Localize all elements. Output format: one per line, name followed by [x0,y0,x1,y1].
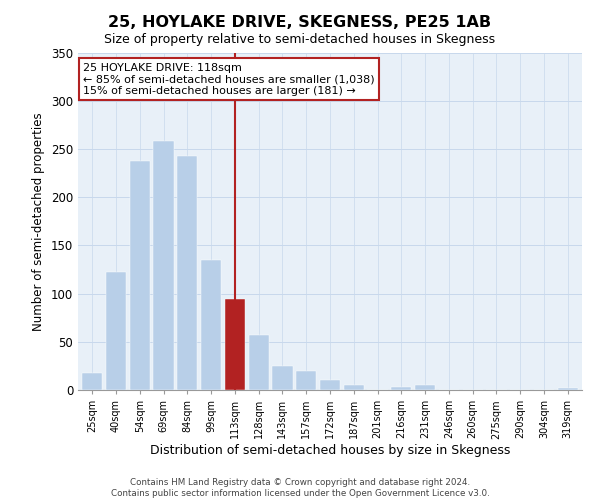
Text: 25, HOYLAKE DRIVE, SKEGNESS, PE25 1AB: 25, HOYLAKE DRIVE, SKEGNESS, PE25 1AB [109,15,491,30]
Text: 25 HOYLAKE DRIVE: 118sqm
← 85% of semi-detached houses are smaller (1,038)
15% o: 25 HOYLAKE DRIVE: 118sqm ← 85% of semi-d… [83,62,374,96]
Bar [130,160,150,390]
Bar [557,388,578,390]
Bar [201,260,221,390]
Bar [320,380,340,390]
Bar [82,372,103,390]
Bar [154,141,173,390]
Bar [391,387,412,390]
Text: Size of property relative to semi-detached houses in Skegness: Size of property relative to semi-detach… [104,32,496,46]
Bar [248,335,269,390]
Bar [296,370,316,390]
Bar [344,385,364,390]
Bar [272,366,293,390]
X-axis label: Distribution of semi-detached houses by size in Skegness: Distribution of semi-detached houses by … [150,444,510,457]
Text: Contains HM Land Registry data © Crown copyright and database right 2024.
Contai: Contains HM Land Registry data © Crown c… [110,478,490,498]
Bar [415,385,435,390]
Bar [177,156,197,390]
Y-axis label: Number of semi-detached properties: Number of semi-detached properties [32,112,46,330]
Bar [225,300,245,390]
Bar [106,272,126,390]
